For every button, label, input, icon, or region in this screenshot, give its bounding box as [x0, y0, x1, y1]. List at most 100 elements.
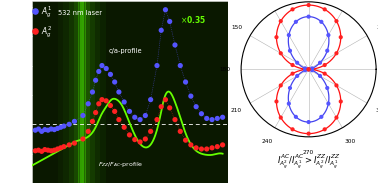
Point [188, 143, 194, 146]
Point [302, 69, 308, 72]
Point [51, 128, 57, 131]
Point [167, 106, 173, 109]
Point [154, 64, 160, 67]
Point [305, 68, 311, 71]
Point [99, 64, 105, 67]
Point [183, 81, 189, 84]
Point [324, 86, 330, 89]
Point [305, 132, 311, 135]
Point [42, 148, 48, 151]
Point [32, 10, 38, 13]
Point [317, 61, 323, 64]
Bar [74, 1, 79, 183]
Text: 532 nm laser: 532 nm laser [57, 10, 102, 16]
Point [61, 125, 67, 128]
Point [309, 69, 315, 72]
Point [51, 149, 57, 152]
Point [305, 15, 311, 18]
Point [305, 121, 311, 123]
Point [163, 8, 169, 11]
Point [127, 133, 133, 136]
Point [36, 149, 42, 152]
Point [61, 145, 67, 148]
Point [132, 116, 138, 119]
Point [80, 137, 86, 140]
Bar [80, 1, 84, 183]
Point [338, 100, 344, 103]
Point [148, 98, 154, 101]
Point [214, 117, 220, 120]
Point [172, 44, 178, 47]
Point [338, 36, 344, 39]
Point [209, 146, 215, 149]
Point [324, 49, 330, 52]
Bar [85, 1, 90, 183]
Point [287, 86, 293, 89]
Point [112, 110, 118, 113]
Text: c/a-profile: c/a-profile [108, 48, 142, 54]
Bar [69, 1, 74, 183]
Point [93, 79, 99, 82]
Point [322, 8, 328, 11]
Point [71, 120, 77, 123]
Point [318, 115, 324, 118]
Point [333, 84, 339, 87]
Point [333, 20, 339, 23]
Point [290, 8, 296, 11]
Point [193, 146, 199, 149]
Point [42, 128, 48, 131]
Text: $\times$0.35: $\times$0.35 [180, 14, 207, 25]
Point [273, 100, 279, 103]
Point [45, 149, 51, 152]
Point [294, 61, 300, 64]
Point [214, 145, 220, 148]
Point [121, 100, 127, 103]
Point [204, 148, 210, 151]
Point [172, 118, 178, 121]
Bar [95, 1, 101, 183]
Point [287, 49, 293, 52]
Point [167, 20, 173, 23]
Point [80, 114, 86, 117]
Point [278, 84, 284, 87]
Point [318, 20, 324, 23]
Point [66, 123, 72, 126]
Point [32, 149, 38, 152]
Point [209, 118, 215, 121]
Point [85, 130, 91, 133]
Point [66, 143, 72, 146]
Point [293, 115, 299, 118]
Point [54, 127, 60, 130]
Point [302, 67, 308, 70]
Text: $A_g^2$: $A_g^2$ [40, 25, 52, 40]
Point [45, 129, 51, 132]
Point [290, 63, 296, 66]
Point [143, 137, 149, 140]
Point [58, 126, 64, 129]
Point [177, 64, 183, 67]
Point [286, 34, 292, 37]
Point [309, 67, 315, 70]
Point [158, 29, 164, 32]
Text: $I_{A_g^2}^{AC}/I_{A_g^1}^{AC}>I_{A_g^2}^{ZZ}/I_{A_g^1}^{ZZ}$: $I_{A_g^2}^{AC}/I_{A_g^1}^{AC}>I_{A_g^2}… [277, 153, 341, 171]
Point [204, 117, 210, 120]
Point [121, 126, 127, 129]
Point [163, 98, 169, 101]
Point [36, 128, 42, 130]
Point [90, 120, 96, 123]
Point [286, 102, 292, 105]
Point [158, 105, 164, 108]
Point [103, 99, 109, 102]
Point [32, 30, 38, 33]
Point [294, 75, 300, 77]
Bar [101, 1, 106, 183]
Point [305, 68, 311, 71]
Point [93, 111, 99, 114]
Text: $A_g^1$: $A_g^1$ [40, 5, 52, 20]
Point [278, 116, 284, 119]
Point [96, 70, 102, 73]
Point [58, 146, 64, 149]
Point [96, 102, 102, 105]
Point [305, 68, 311, 71]
Bar [64, 1, 69, 183]
